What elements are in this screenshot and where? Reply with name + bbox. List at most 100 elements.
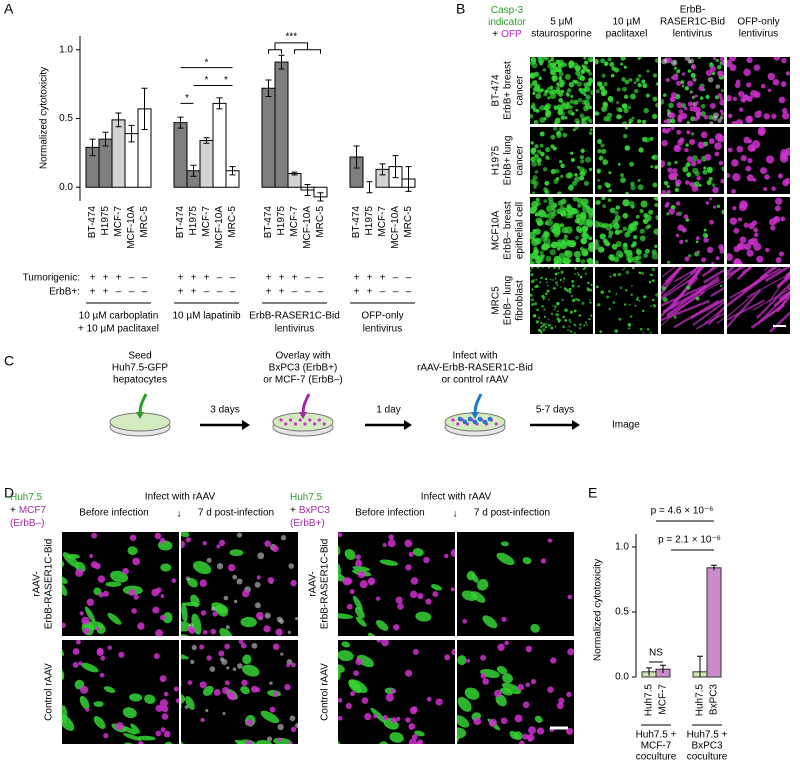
cell (588, 167, 593, 172)
cell (514, 714, 523, 723)
cell (501, 616, 507, 622)
erbb-mark: – (292, 287, 298, 298)
cell-line-label: BT-474 (263, 206, 274, 239)
debris (713, 112, 719, 119)
label-part: MCF7 (19, 505, 47, 516)
cell (583, 88, 588, 92)
error-bar (697, 655, 703, 677)
cell (221, 491, 240, 506)
cell (19, 668, 30, 680)
cell (101, 463, 116, 478)
cell (260, 710, 280, 724)
cell (571, 279, 575, 283)
cell (684, 147, 689, 153)
cell (240, 642, 247, 649)
cell (210, 628, 217, 635)
cell (720, 246, 724, 250)
cell (78, 471, 97, 480)
debris (288, 563, 295, 569)
cell (774, 205, 781, 212)
cell (161, 705, 169, 713)
label-part: Huh7.5 (290, 492, 323, 503)
cell (642, 331, 645, 334)
cell (367, 744, 375, 763)
cell (72, 648, 80, 655)
cell (181, 621, 192, 632)
cell (615, 250, 624, 258)
cell (297, 700, 308, 712)
cell (534, 170, 539, 174)
cell (173, 686, 179, 692)
cell (579, 159, 585, 164)
error-bar (646, 667, 652, 676)
cell (338, 650, 354, 662)
cell (579, 211, 587, 219)
panel-label: C (4, 353, 14, 369)
cell (696, 175, 702, 181)
cell (653, 197, 658, 201)
colored-label: (ErbB+) (290, 518, 325, 529)
fibroblast (766, 297, 790, 318)
cell (606, 117, 612, 122)
cell (630, 93, 636, 100)
cell (751, 220, 758, 226)
cell (78, 661, 83, 666)
cell (648, 280, 652, 284)
cell (720, 89, 724, 93)
cell (543, 199, 548, 203)
time-arrow: ↓ (177, 509, 182, 520)
cell (651, 113, 658, 120)
cell (653, 228, 658, 235)
cell (733, 259, 742, 264)
cell (562, 258, 569, 264)
cell (554, 305, 557, 308)
cell (574, 209, 580, 215)
cell (628, 78, 633, 82)
cell (628, 121, 632, 124)
cell (53, 485, 66, 494)
cell (655, 215, 658, 220)
fibroblast (727, 267, 735, 275)
cell (288, 741, 293, 744)
cell (708, 138, 715, 145)
cell (298, 574, 305, 583)
cell (115, 722, 124, 731)
fibroblast (776, 276, 790, 289)
cell (551, 89, 557, 95)
row-header: MRC5 (491, 286, 502, 315)
cell (602, 101, 608, 107)
dish-cell (451, 418, 455, 422)
cell (782, 112, 790, 120)
cell (580, 76, 586, 81)
cell (579, 323, 582, 326)
cell (536, 267, 539, 269)
cell (615, 101, 620, 105)
tumorigenic-mark: – (305, 273, 311, 284)
cell (565, 172, 572, 179)
cell (264, 540, 271, 547)
cell (218, 539, 226, 547)
cell (700, 131, 708, 139)
cell (549, 324, 552, 326)
group-label: 10 µM lapatinib (172, 311, 240, 322)
cell (79, 695, 90, 710)
cell (388, 534, 394, 540)
cell (760, 167, 767, 175)
erbb-mark: – (393, 287, 399, 298)
cell (589, 79, 593, 84)
cell (318, 633, 329, 642)
cell (772, 78, 780, 86)
cell-line-label: MCF-10A (126, 206, 137, 249)
pipette-arrowhead (471, 412, 479, 419)
cell (652, 303, 655, 306)
cell (569, 105, 573, 109)
cell (615, 205, 620, 210)
error-bar (115, 112, 122, 128)
tumorigenic-mark: + (204, 273, 210, 284)
cell (159, 675, 167, 683)
cell (38, 479, 60, 492)
cell (743, 68, 751, 77)
fibroblast (701, 267, 719, 278)
cell (568, 319, 571, 321)
